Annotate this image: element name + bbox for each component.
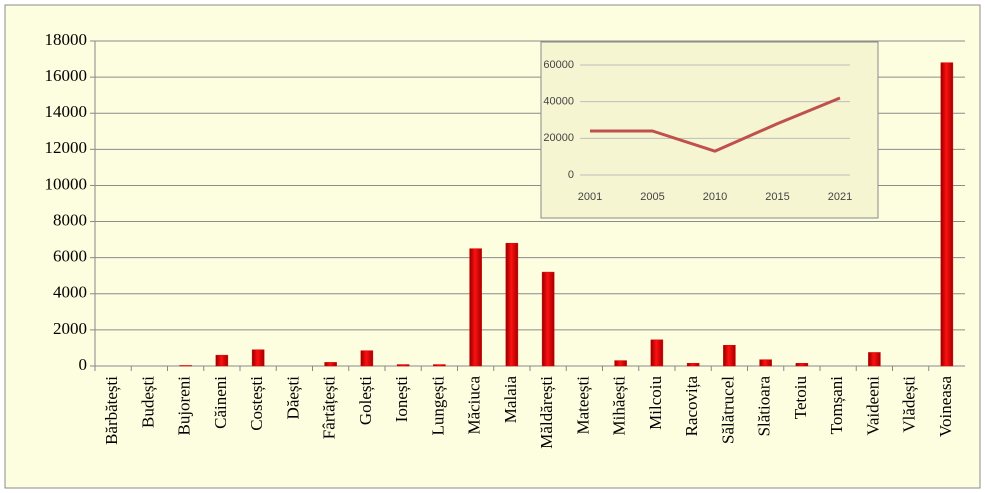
bar [940,62,954,367]
bar [723,344,736,367]
x-tick-label: 2015 [765,191,789,203]
bar [215,354,229,367]
y-tick-label: 10000 [45,174,88,193]
bar [251,349,265,367]
bar [686,363,700,367]
bar [433,364,446,367]
x-tick-label: Dăești [283,376,302,420]
bar-plot: 0 2000 4000 6000 8000 10000 12000 14000 16000 180… [45,30,965,449]
bar [650,339,664,367]
y-tick-label: 0 [568,169,574,181]
y-tick-label: 8000 [53,210,87,229]
x-tick-label: Vaideeni [863,376,882,436]
y-tick-label: 0 [79,355,88,374]
x-tick-label: Ionești [392,376,411,423]
x-tick-label: 2005 [640,191,664,203]
bar [795,363,809,367]
x-tick-label: 2001 [578,191,602,203]
y-tick-label: 40000 [543,96,574,108]
y-tick-label: 4000 [53,283,87,302]
x-tick-label: Căineni [211,376,230,429]
bar [179,365,192,367]
bar [505,242,519,367]
bar [759,359,772,367]
x-tick-label: Sălătrucel [718,376,737,444]
x-tick-label: Slătioara [755,376,774,437]
y-tick-label: 16000 [45,66,88,85]
bar [469,248,482,367]
x-tick-label: Racovița [682,376,701,437]
inset-plot: 0 20000 40000 60000 2001 2005 2010 2015 2021 [543,59,852,203]
x-tick-label: Măciuca [465,376,484,435]
x-tick-label: 2010 [703,191,727,203]
x-tick-label: Malaia [501,376,520,424]
x-tick-label: Budești [138,376,157,428]
y-tick-label: 6000 [53,247,87,266]
x-tick-label: Măldărești [537,376,556,449]
bar [614,360,627,367]
y-tick-label: 2000 [53,319,87,338]
y-tick-label: 14000 [45,102,88,121]
x-tick-label: Voineasa [936,376,955,438]
bar [541,271,555,367]
x-tick-label: Tetoiu [791,376,810,420]
x-tick-label: Bărbătești [102,376,121,445]
x-tick-label: Lungești [428,376,447,436]
x-tick-label: Mihăești [610,376,629,436]
x-tick-label: Mateești [573,376,592,435]
x-tick-label: 2021 [828,191,852,203]
y-tick-label: 12000 [45,138,88,157]
x-tick-label: Milcoiu [646,376,665,430]
y-tick-label: 20000 [543,132,574,144]
x-tick-label: Golești [356,376,375,425]
bar [360,350,374,367]
bar [868,352,881,367]
y-tick-label: 60000 [543,59,574,71]
x-tick-label: Fârtățești [320,376,339,440]
x-tick-label: Tomșani [827,376,846,435]
x-tick-label: Bujoreni [175,376,194,436]
y-tick-label: 18000 [45,30,88,49]
x-tick-label: Vlădești [900,376,919,433]
bar [396,364,410,367]
x-tick-label: Costești [247,376,266,431]
line-series [590,96,841,153]
bar [324,362,337,367]
